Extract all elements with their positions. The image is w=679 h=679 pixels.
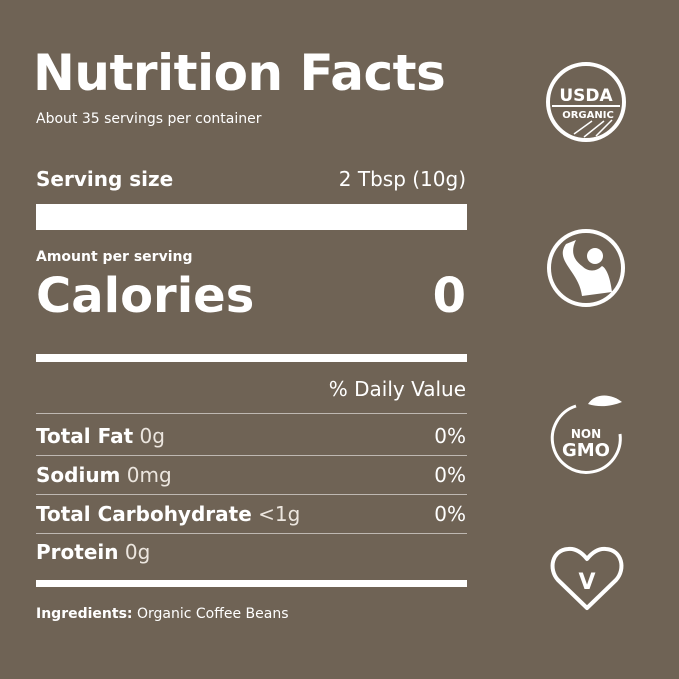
usda-text: USDA — [559, 86, 613, 106]
non-gmo-icon: NON GMO — [550, 395, 622, 474]
thick-divider — [36, 204, 467, 230]
nutrient-amount: <1g — [258, 502, 301, 526]
non-text: NON — [571, 427, 601, 441]
daily-value-header-row: % Daily Value — [36, 377, 466, 401]
label-title: Nutrition Facts — [33, 44, 446, 102]
usda-organic-icon: USDA ORGANIC — [546, 62, 626, 142]
nutrient-name: Sodium — [36, 463, 121, 487]
nutrient-name: Protein — [36, 540, 119, 564]
amount-per-serving: Amount per serving — [36, 249, 193, 265]
divider — [36, 413, 467, 414]
serving-size-value: 2 Tbsp (10g) — [338, 167, 466, 191]
nutrient-row: Total Fat 0g 0% — [36, 424, 466, 448]
organic-text: ORGANIC — [562, 110, 614, 121]
vegan-heart-icon: V — [550, 546, 624, 610]
divider — [36, 455, 467, 456]
nutrient-row: Sodium 0mg 0% — [36, 463, 466, 487]
bottom-divider — [36, 580, 467, 587]
divider — [36, 494, 467, 495]
daily-value-header: % Daily Value — [328, 377, 466, 401]
serving-size-label: Serving size — [36, 167, 174, 191]
nutrient-dv: 0% — [434, 463, 466, 487]
divider — [36, 533, 467, 534]
fair-trade-icon — [547, 229, 625, 307]
nutrient-dv: 0% — [434, 424, 466, 448]
medium-divider — [36, 354, 467, 362]
nutrient-amount: 0g — [139, 424, 165, 448]
nutrient-dv: 0% — [434, 502, 466, 526]
calories-label: Calories — [36, 268, 255, 324]
nutrient-amount: 0mg — [126, 463, 172, 487]
calories-row: Calories 0 — [36, 268, 466, 324]
servings-per-container: About 35 servings per container — [36, 111, 262, 127]
nutrient-amount: 0g — [124, 540, 151, 564]
calories-value: 0 — [432, 268, 466, 324]
vegan-v-text: V — [578, 570, 595, 595]
gmo-text: GMO — [562, 440, 610, 461]
nutrient-row: Protein 0g — [36, 540, 466, 564]
nutrient-name: Total Carbohydrate — [36, 502, 252, 526]
nutrient-row: Total Carbohydrate <1g 0% — [36, 502, 466, 526]
ingredients-label: Ingredients: — [36, 606, 133, 622]
ingredients-value: Organic Coffee Beans — [136, 606, 289, 622]
nutrient-name: Total Fat — [36, 424, 134, 448]
serving-size-row: Serving size 2 Tbsp (10g) — [36, 167, 466, 191]
ingredients: Ingredients: Organic Coffee Beans — [36, 606, 289, 622]
